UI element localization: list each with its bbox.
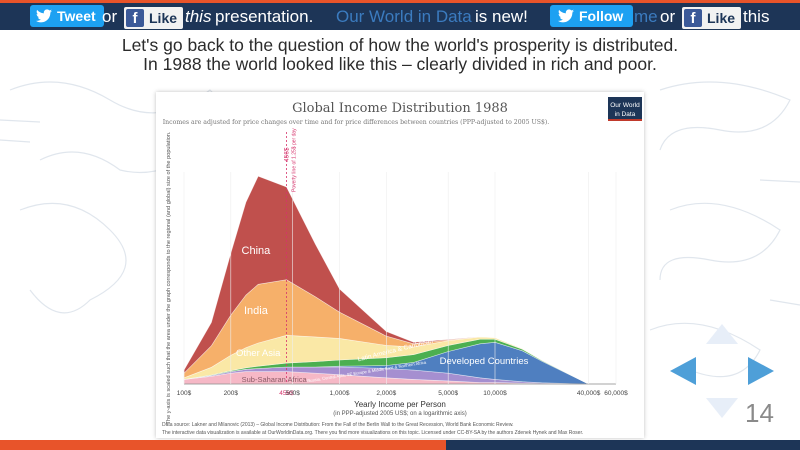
x-tick-label: 500$ [285,390,300,397]
owid-logo-stripe [608,119,642,121]
source-line-1: Data source: Lakner and Milanovic (2013)… [162,422,514,428]
x-axis-title: Yearly Income per Person [354,400,446,409]
poverty-line-value: 456$ [283,147,290,162]
tweet-button[interactable]: Tweet [30,5,104,27]
bottom-accent-orange [0,440,446,450]
this-word-italic: this [185,7,212,26]
follow-label: Follow [579,8,624,24]
nav-up-arrow-icon[interactable] [706,324,738,344]
owid-logo-box [608,97,642,121]
owid-link[interactable]: Our World in Data [336,7,472,26]
area-label-sub-saharan-africa: Sub-Saharan Africa [242,375,308,384]
area-label-other-asia: Other Asia [236,348,281,359]
chart-subtitle: Incomes are adjusted for price changes o… [163,119,550,126]
slide-heading: Let's go back to the question of how the… [0,36,800,74]
x-tick-label: 60,000$ [604,390,628,397]
owid-logo-line1: Our World [610,102,640,109]
area-label-india: India [244,305,269,317]
twitter-bird-icon [558,9,574,23]
follow-button[interactable]: Follow [550,5,634,27]
source-line-2: The interactive data visualization is av… [162,430,583,436]
x-tick-label: 200$ [224,390,239,397]
facebook-icon: f [684,9,702,27]
facebook-icon: f [126,9,144,27]
twitter-bird-icon [36,9,52,23]
presentation-text: presentation. [215,7,314,26]
is-new-text: is new! [475,7,528,26]
y-axis-label: The y-axis is scaled such that the area … [166,131,172,424]
like-label-2: Like [707,10,736,26]
x-tick-label: 40,000$ [577,390,601,397]
bottom-accent-navy [446,440,800,450]
chart-title: Global Income Distribution 1988 [292,101,508,116]
share-bar: Tweet or f Like this presentation. Our W… [0,3,800,30]
x-tick-label: 456$ [279,390,294,397]
slide-number: 14 [745,398,774,428]
facebook-like-button-2[interactable]: f Like [682,7,742,29]
area-label-china: China [242,245,272,257]
x-tick-label: 1,000$ [330,390,350,397]
x-tick-label: 100$ [177,390,192,397]
or-text-2: or [660,7,676,26]
series-area-6 [183,175,589,385]
x-tick-label: 2,000$ [376,390,396,397]
poverty-line-note: Poverty line of 1.25$ per day [291,128,297,192]
x-tick-label: 5,000$ [438,390,458,397]
heading-line-1: Let's go back to the question of how the… [121,35,679,55]
heading-line-2: In 1988 the world looked like this – cle… [143,54,657,74]
x-tick-label: 10,000$ [483,390,507,397]
owid-logo-line2: in Data [615,111,636,118]
nav-down-arrow-icon[interactable] [706,398,738,418]
like-label-1: Like [149,10,178,26]
or-text-1: or [102,7,118,26]
x-axis-note: (in PPP-adjusted 2005 US$; on a logarith… [333,411,466,417]
background-world-map [0,81,800,378]
facebook-like-button-1[interactable]: f Like [124,7,184,29]
income-distribution-chart: Global Income Distribution 1988 Incomes a… [162,97,642,436]
me-link[interactable]: me [634,7,658,26]
chart-card: Global Income Distribution 1988 Incomes a… [156,92,644,438]
top-accent-bar [0,0,800,3]
nav-right-arrow-icon[interactable] [748,357,774,385]
tweet-label: Tweet [57,8,96,24]
this-text: this [743,7,770,26]
nav-arrows [670,324,774,418]
area-label-developed-countries: Developed Countries [440,356,529,367]
nav-left-arrow-icon[interactable] [670,357,696,385]
